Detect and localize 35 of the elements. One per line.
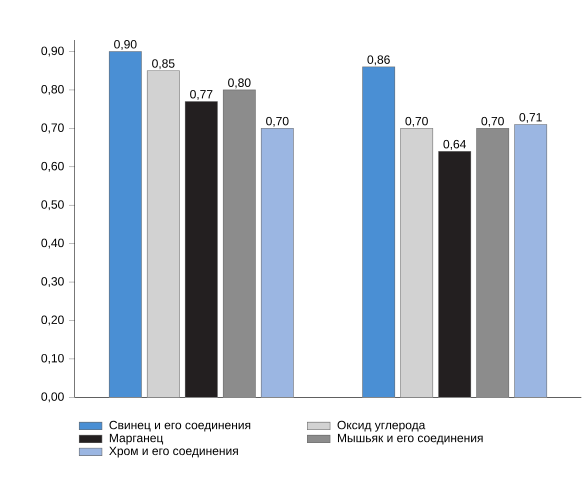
- data-label: 0,70: [405, 117, 428, 127]
- legend-label: Марганец: [110, 434, 164, 445]
- data-label: 0,77: [190, 90, 212, 100]
- y-tick-label: 0,20: [41, 316, 64, 326]
- data-label: 0,85: [152, 59, 175, 70]
- bar: [146, 70, 180, 398]
- legend-label: Свинец и его соединения: [110, 420, 250, 432]
- bar: [476, 128, 510, 398]
- y-tick-label: 0,60: [41, 162, 64, 172]
- y-tick-label: 0,00: [41, 392, 64, 402]
- y-tick-label: 0,80: [41, 85, 64, 96]
- data-label: 0,70: [481, 117, 504, 127]
- y-tick-label: 0,70: [41, 124, 64, 134]
- y-tick-label: 0,10: [41, 354, 64, 364]
- legend-label: Оксид углерода: [338, 420, 426, 432]
- bar: [222, 90, 256, 398]
- data-label: 0,80: [228, 78, 251, 89]
- data-label: 0,86: [367, 56, 390, 66]
- bar: [184, 101, 218, 398]
- legend-label: Мышьяк и его соединения: [338, 434, 483, 445]
- y-tick-label: 0,90: [41, 46, 64, 57]
- data-label: 0,70: [266, 117, 289, 127]
- data-label: 0,64: [443, 140, 466, 150]
- bar: [260, 128, 294, 398]
- y-tick-label: 0,50: [41, 200, 64, 210]
- data-label: 0,71: [519, 113, 542, 124]
- bar: [362, 66, 396, 398]
- legend-label: Хром и его соединения: [109, 446, 238, 458]
- y-tick-label: 0,30: [41, 277, 64, 288]
- bar: [400, 128, 434, 398]
- bar: [438, 151, 472, 398]
- y-tick-label: 0,40: [41, 238, 64, 249]
- data-label: 0,90: [114, 40, 137, 50]
- bar: [514, 124, 548, 398]
- bar: [108, 51, 142, 398]
